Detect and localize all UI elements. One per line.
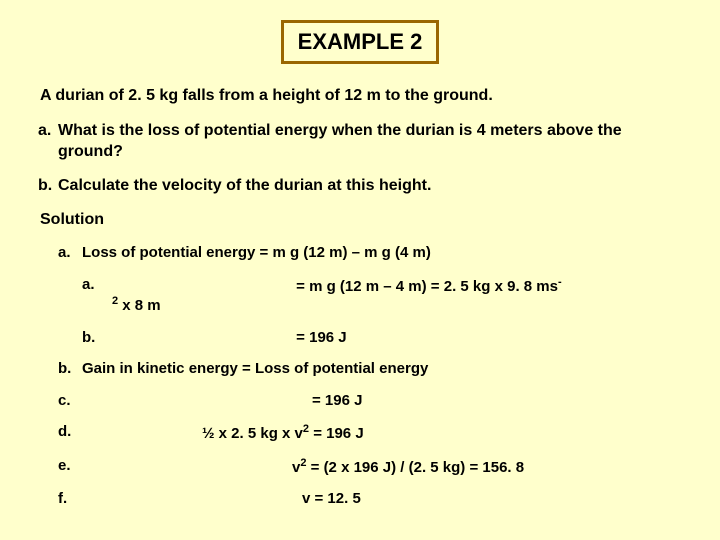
sol-f-text: v = 12. 5 [82, 489, 680, 509]
question-b-label: b. [38, 176, 58, 197]
sol-a-text: Loss of potential energy = m g (12 m) – … [82, 243, 680, 263]
sol-e-label: e. [58, 456, 82, 478]
title-container: EXAMPLE 2 [40, 20, 680, 82]
sol-d-label: d. [58, 422, 82, 444]
question-b: b.Calculate the velocity of the durian a… [40, 176, 680, 197]
problem-statement: A durian of 2. 5 kg falls from a height … [40, 86, 680, 107]
sol-sb-label: b. [82, 329, 95, 346]
sol-a-sub-sup: - [558, 276, 562, 288]
solution-a: a. Loss of potential energy = m g (12 m)… [40, 243, 680, 263]
solution-sb: b. = 196 J [40, 328, 680, 348]
question-a: a.What is the loss of potential energy w… [40, 121, 680, 163]
solution-f: f. v = 12. 5 [40, 489, 680, 509]
sol-d-pre: ½ x 2. 5 kg x v [202, 425, 303, 442]
question-b-text: Calculate the velocity of the durian at … [58, 177, 431, 194]
sol-b-main-text: Gain in kinetic energy = Loss of potenti… [82, 359, 680, 379]
example-title: EXAMPLE 2 [281, 20, 440, 64]
sol-b-main-label: b. [58, 359, 82, 379]
sol-f-label: f. [58, 489, 82, 509]
sol-a-label: a. [58, 243, 82, 263]
sol-a-sub2-rest: x 8 m [118, 297, 161, 314]
sol-d-post: = 196 J [309, 425, 364, 442]
sol-a-sub-label: a. [82, 276, 95, 293]
solution-d: d. ½ x 2. 5 kg x v2 = 196 J [40, 422, 680, 444]
solution-b-main: b. Gain in kinetic energy = Loss of pote… [40, 359, 680, 379]
solution-e: e. v2 = (2 x 196 J) / (2. 5 kg) = 156. 8 [40, 456, 680, 478]
sol-e-post: = (2 x 196 J) / (2. 5 kg) = 156. 8 [306, 459, 524, 476]
sol-c-label: c. [58, 391, 82, 411]
solution-c: c. = 196 J [40, 391, 680, 411]
sol-sb-text: = 196 J [236, 329, 346, 346]
solution-heading: Solution [40, 211, 680, 229]
question-a-text: What is the loss of potential energy whe… [58, 122, 622, 160]
sol-c-text: = 196 J [82, 391, 680, 411]
question-a-label: a. [38, 121, 58, 142]
solution-a-sub: a. 2 x 8 m = m g (12 m – 4 m) = 2. 5 kg … [40, 275, 680, 316]
sol-a-sub-rhs: = m g (12 m – 4 m) = 2. 5 kg x 9. 8 ms [296, 278, 558, 295]
